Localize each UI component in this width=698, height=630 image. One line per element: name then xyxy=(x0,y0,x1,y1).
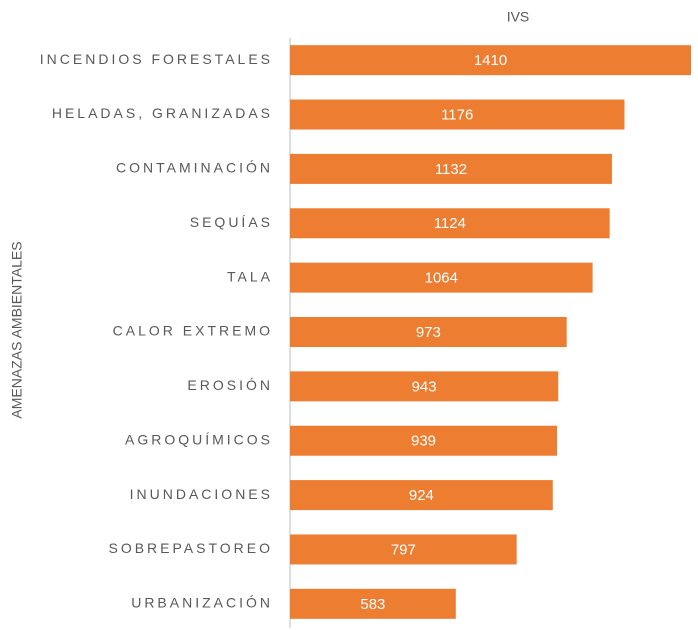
y-axis-label: AMENAZAS AMBIENTALES xyxy=(9,241,25,418)
value-label: 1132 xyxy=(435,161,467,178)
y-tick-label: CALOR EXTREMO xyxy=(113,323,273,339)
bar xyxy=(290,99,625,130)
y-tick-label: AGROQUÍMICOS xyxy=(125,431,273,447)
y-tick-label: HELADAS, GRANIZADAS xyxy=(52,105,273,121)
value-label: 583 xyxy=(360,596,385,613)
bar xyxy=(290,153,612,184)
value-label: 939 xyxy=(411,433,436,450)
bar xyxy=(290,45,691,76)
y-tick-label: EROSIÓN xyxy=(187,377,273,393)
y-tick-label: SOBREPASTOREO xyxy=(108,540,273,556)
value-label: 943 xyxy=(412,378,437,395)
value-label: 973 xyxy=(416,324,441,341)
bar xyxy=(290,208,610,239)
bar xyxy=(290,588,456,619)
y-tick-label: TALA xyxy=(227,268,273,284)
value-label: 1064 xyxy=(425,270,458,287)
y-tick-label: INUNDACIONES xyxy=(130,486,273,502)
bar xyxy=(290,262,593,293)
bar xyxy=(290,317,567,347)
bar xyxy=(290,425,558,456)
bar xyxy=(290,371,559,402)
y-tick-label: URBANIZACIÓN xyxy=(131,595,273,611)
value-label: 1124 xyxy=(434,215,466,232)
y-tick-label: INCENDIOS FORESTALES xyxy=(40,51,273,67)
value-label: 1410 xyxy=(474,52,507,69)
value-label: 924 xyxy=(409,487,434,504)
value-label: 797 xyxy=(391,541,416,558)
bar xyxy=(290,480,553,511)
y-tick-label: CONTAMINACIÓN xyxy=(116,160,273,176)
value-label: 1176 xyxy=(441,107,473,124)
bar xyxy=(290,534,517,565)
y-tick-label: SEQUÍAS xyxy=(190,214,273,230)
chart-title: IVS xyxy=(507,9,530,25)
